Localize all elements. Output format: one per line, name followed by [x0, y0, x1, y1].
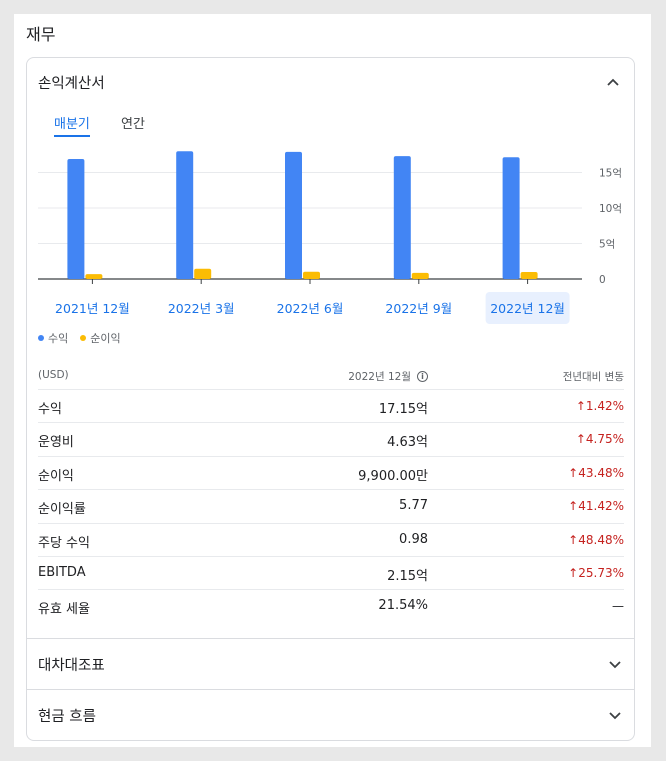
table-row: 유효 세율 21.54% —: [38, 590, 624, 623]
legend-revenue: 수익: [38, 330, 68, 346]
arrow-up-icon: ↑: [568, 499, 579, 514]
x-tick-label[interactable]: 2021년 12월: [55, 301, 130, 316]
bar-net-income[interactable]: [303, 271, 320, 279]
y-tick-label: 5억: [599, 239, 615, 251]
row-label: 운영비: [38, 435, 74, 451]
balance-sheet-header[interactable]: 대차대조표: [27, 638, 634, 689]
y-tick-label: 0: [599, 274, 606, 286]
chevron-down-icon[interactable]: [608, 708, 622, 722]
legend-net-income: 순이익: [80, 330, 121, 346]
bar-net-income[interactable]: [520, 271, 538, 279]
row-value: 2.15억: [387, 568, 428, 584]
bar-net-income[interactable]: [194, 268, 212, 279]
bar-revenue[interactable]: [176, 151, 194, 279]
x-tick-label[interactable]: 2022년 3월: [168, 301, 235, 316]
legend-dot-revenue: [38, 335, 44, 341]
bar-revenue[interactable]: [285, 151, 302, 279]
bar-net-income[interactable]: [411, 272, 429, 279]
row-change-value: —: [612, 599, 624, 614]
row-change: ↑25.73%: [568, 566, 624, 580]
row-label: 유효 세율: [38, 602, 90, 618]
period-header: 2022년 12월 i: [348, 369, 428, 384]
row-change: —: [612, 599, 624, 613]
row-change: ↑48.48%: [568, 533, 624, 547]
row-value: 21.54%: [378, 598, 428, 614]
row-label: 순이익률: [38, 502, 86, 518]
table-body: 수익 17.15억 ↑1.42% 운영비 4.63억 ↑4.75% 순이익 9,900.00만…: [38, 390, 624, 624]
row-label: EBITDA: [38, 564, 86, 580]
bar-revenue[interactable]: [393, 156, 411, 279]
legend-revenue-label: 수익: [48, 332, 69, 345]
row-change-value: 4.75%: [585, 432, 624, 447]
row-change-value: 1.42%: [585, 399, 624, 413]
row-change: ↑1.42%: [576, 399, 624, 413]
change-header: 전년대비 변동: [562, 371, 624, 383]
arrow-up-icon: ↑: [575, 432, 586, 447]
arrow-up-icon: ↑: [575, 399, 586, 413]
row-change-value: 48.48%: [578, 532, 624, 547]
tab-annual[interactable]: 연간: [121, 117, 145, 132]
row-value: 17.15억: [378, 402, 428, 417]
info-icon[interactable]: i: [417, 371, 428, 382]
legend-dot-net-income: [80, 335, 87, 341]
table-row: 순이익 9,900.00만 ↑43.48%: [38, 457, 624, 491]
legend-net-income-label: 순이익: [90, 332, 121, 345]
y-tick-label: 15억: [599, 168, 622, 180]
row-value: 0.98: [399, 531, 428, 547]
row-value: 5.77: [399, 498, 428, 514]
table-row: 순이익률 5.77 ↑41.42%: [38, 490, 624, 524]
chevron-up-icon[interactable]: [606, 75, 620, 89]
arrow-up-icon: ↑: [568, 532, 579, 547]
income-statement-title: 손익계산서: [38, 76, 105, 92]
chevron-down-icon[interactable]: [608, 657, 622, 671]
row-value: 9,900.00만: [358, 468, 428, 484]
income-statement-header[interactable]: 손익계산서: [27, 58, 634, 106]
section-title: 재무: [26, 25, 56, 44]
row-change-value: 43.48%: [578, 465, 624, 480]
x-tick-label[interactable]: 2022년 9월: [385, 301, 452, 316]
table-row: 운영비 4.63억 ↑4.75%: [38, 423, 624, 457]
row-change: ↑43.48%: [568, 466, 624, 480]
row-change-value: 41.42%: [578, 499, 624, 514]
finance-section: 재무 손익계산서 매분기 연간 0 5억 10억 15억 2021년 12월 2022년 …: [14, 14, 651, 747]
income-statement-card: 손익계산서 매분기 연간 0 5억 10억 15억 2021년 12월 2022년 3월 2…: [26, 57, 635, 741]
row-label: 순이익: [38, 468, 74, 484]
tab-quarterly[interactable]: 매분기: [54, 113, 90, 137]
row-label: 수익: [38, 402, 62, 417]
x-tick-label[interactable]: 2022년 6월: [277, 301, 344, 316]
balance-sheet-title: 대차대조표: [38, 658, 105, 674]
arrow-up-icon: ↑: [568, 565, 579, 580]
row-value: 4.63억: [387, 435, 428, 451]
row-change: ↑4.75%: [576, 432, 624, 446]
y-tick-label: 10억: [599, 203, 622, 215]
table-row: 수익 17.15억 ↑1.42%: [38, 390, 624, 424]
chart-legend: 수익 순이익: [38, 330, 121, 346]
bar-net-income[interactable]: [85, 274, 103, 279]
x-tick-label[interactable]: 2022년 12월: [490, 301, 565, 316]
row-label: 주당 수익: [38, 535, 90, 551]
period-header-label: 2022년 12월: [348, 371, 411, 383]
row-change: ↑41.42%: [568, 499, 624, 513]
bar-revenue[interactable]: [67, 159, 85, 279]
table-row: 주당 수익 0.98 ↑48.48%: [38, 524, 624, 557]
income-chart: 0 5억 10억 15억 2021년 12월 2022년 3월 2022년 6월 2022년 …: [38, 151, 622, 324]
cash-flow-header[interactable]: 현금 흐름: [27, 689, 634, 740]
row-change-value: 25.73%: [578, 565, 624, 580]
unit-header: (USD): [38, 369, 69, 381]
selected-period-highlight: [485, 292, 570, 324]
bar-revenue[interactable]: [502, 157, 520, 279]
income-table: (USD) 2022년 12월 i 전년대비 변동 수익 17.15억 ↑1.42%…: [38, 360, 624, 624]
arrow-up-icon: ↑: [568, 465, 579, 480]
table-header: (USD) 2022년 12월 i 전년대비 변동: [38, 360, 624, 390]
table-row: EBITDA 2.15억 ↑25.73%: [38, 557, 624, 591]
cash-flow-title: 현금 흐름: [38, 709, 96, 725]
